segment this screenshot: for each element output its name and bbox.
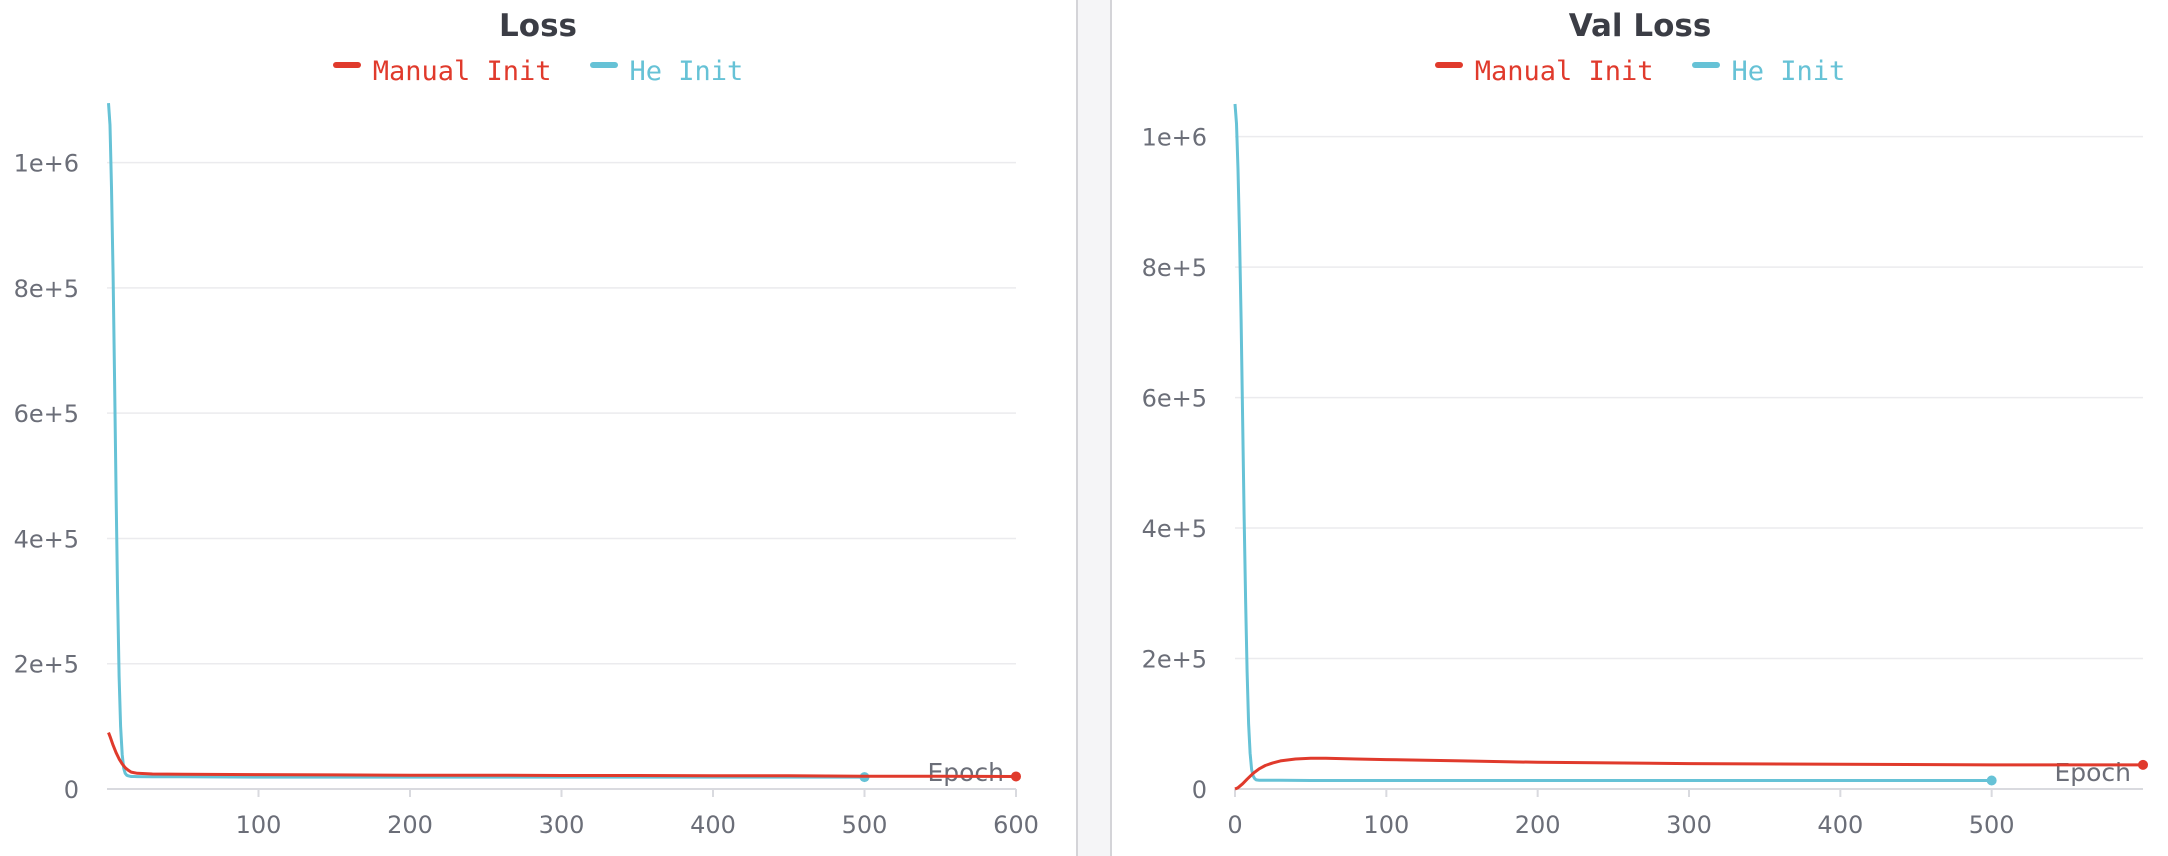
x-tick-label: 300 [1666, 811, 1712, 839]
y-tick-label: 4e+5 [1142, 515, 1207, 543]
legend-swatch [332, 61, 361, 68]
y-tick-label: 2e+5 [14, 651, 79, 679]
series-line [107, 102, 865, 779]
y-tick-label: 6e+5 [1142, 385, 1207, 413]
x-tick-label: 300 [539, 811, 585, 839]
legend-item-he-init[interactable]: He Init [1691, 56, 1846, 87]
y-tick-label: 6e+5 [14, 400, 79, 428]
legend-item-manual-init[interactable]: Manual Init [332, 56, 552, 87]
legend-label: He Init [629, 56, 744, 87]
y-tick-label: 0 [1192, 776, 1207, 804]
chart-title: Loss [499, 8, 577, 44]
legend-swatch [589, 61, 618, 68]
legend-item-manual-init[interactable]: Manual Init [1434, 56, 1654, 87]
chart-legend: Manual Init He Init [1112, 56, 2168, 87]
legend-label: Manual Init [372, 56, 552, 87]
panel-divider[interactable] [1076, 0, 1112, 856]
y-tick-label: 2e+5 [1142, 646, 1207, 674]
x-tick-label: 100 [236, 811, 282, 839]
loss-plot[interactable]: 0 2e+5 4e+5 6e+5 8e+5 1e+6 100 200 300 400 500 600 E… [0, 0, 1076, 856]
x-tick-label: 500 [1969, 811, 2015, 839]
y-tick-label: 4e+5 [14, 525, 79, 553]
y-tick-label: 0 [64, 776, 79, 804]
x-tick-label: 200 [1515, 811, 1561, 839]
loss-chart-panel: Loss Manual Init He Init 0 2e+5 4e+5 6e+5 8e… [0, 0, 1076, 856]
series-line [107, 732, 1017, 778]
legend-label: Manual Init [1474, 56, 1654, 87]
chart-legend: Manual Init He Init [0, 56, 1076, 87]
legend-swatch [1434, 61, 1463, 68]
y-tick-label: 8e+5 [1142, 254, 1207, 282]
val-loss-plot[interactable]: 0 2e+5 4e+5 6e+5 8e+5 1e+6 0 100 200 300 400 500 Epo… [1112, 0, 2168, 856]
x-axis-label: Epoch [927, 758, 1004, 787]
y-tick-label: 1e+6 [1142, 124, 1207, 152]
chart-title: Val Loss [1568, 8, 1712, 44]
val-loss-chart-panel: Val Loss Manual Init He Init 0 2e+5 4e+5 6e… [1112, 0, 2168, 856]
x-tick-label: 100 [1363, 811, 1409, 839]
legend-label: He Init [1731, 56, 1846, 87]
legend-swatch [1691, 61, 1720, 68]
x-tick-label: 400 [1817, 811, 1863, 839]
series-line [1233, 103, 1992, 782]
series-end-marker [1986, 775, 1997, 786]
series-end-marker [1011, 771, 1021, 782]
y-tick-label: 8e+5 [14, 275, 79, 303]
x-tick-label: 500 [842, 811, 888, 839]
x-tick-label: 600 [993, 811, 1039, 839]
x-tick-label: 200 [387, 811, 433, 839]
legend-item-he-init[interactable]: He Init [589, 56, 744, 87]
series-end-marker [2138, 759, 2148, 770]
x-axis-label: Epoch [2054, 758, 2131, 787]
series-line [1234, 756, 2143, 791]
x-tick-label: 400 [690, 811, 736, 839]
y-tick-label: 1e+6 [14, 150, 79, 178]
x-tick-label: 0 [1227, 811, 1242, 839]
